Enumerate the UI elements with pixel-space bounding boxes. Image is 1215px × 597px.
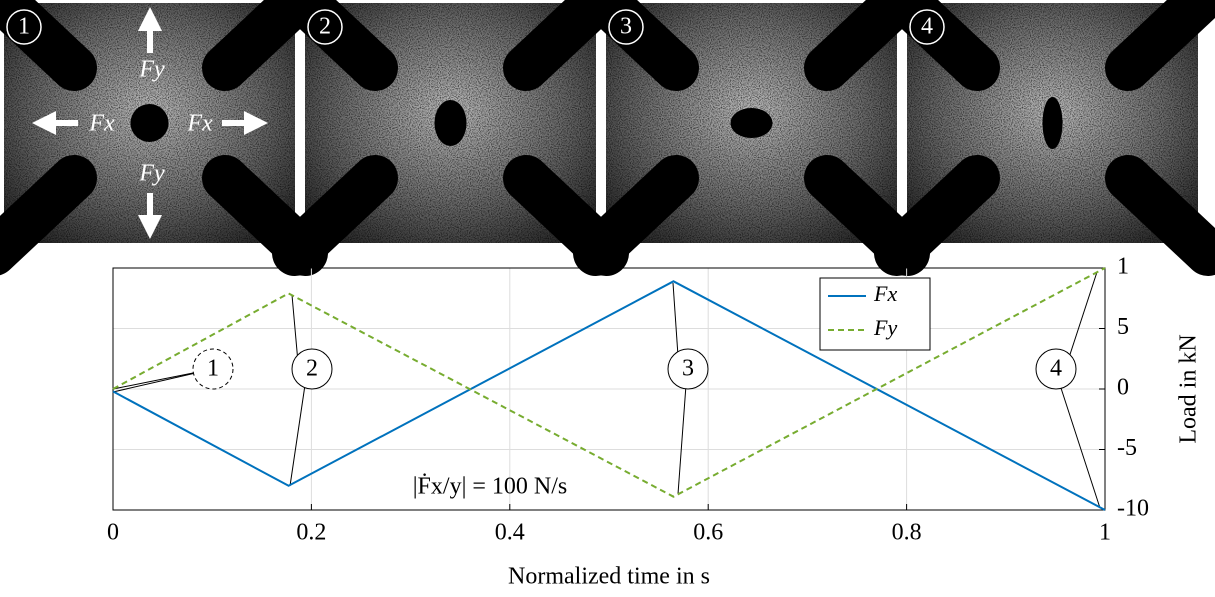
- annotation-label: 3: [682, 356, 694, 382]
- y-axis-label: Load in kN: [1176, 334, 1202, 443]
- slot: [874, 155, 1000, 276]
- hole: [130, 104, 169, 142]
- y-tick-label: 1: [1117, 254, 1129, 280]
- y-tick-label: 0: [1117, 375, 1129, 401]
- panel-number: 3: [620, 14, 632, 40]
- hole: [730, 108, 773, 138]
- annotation-label: 1: [207, 356, 219, 382]
- x-tick-label: 0.6: [693, 520, 723, 546]
- legend-box: [819, 277, 931, 351]
- annotation-leader: [289, 384, 306, 487]
- panel-number-circle: [6, 9, 42, 45]
- force-label: Fx: [186, 111, 213, 137]
- panel-number: 4: [921, 14, 933, 40]
- slot: [1105, 155, 1215, 276]
- slot: [573, 155, 699, 276]
- annotation-circle: [1035, 348, 1077, 390]
- x-tick-label: 0.4: [495, 520, 525, 546]
- annotation-label: 2: [306, 356, 318, 382]
- legend-label: Fx: [873, 281, 897, 306]
- annotation-leader: [677, 384, 687, 495]
- y-tick-label: 5: [1117, 314, 1129, 340]
- slot: [0, 0, 97, 91]
- slot: [0, 155, 97, 276]
- y-tick-label: -5: [1117, 435, 1137, 461]
- force-label: Fx: [88, 111, 115, 137]
- slot: [574, 0, 699, 91]
- x-tick-label: 1: [1099, 520, 1111, 546]
- panel-number-circle: [909, 9, 945, 45]
- slot: [273, 0, 398, 91]
- legend-label: Fy: [873, 315, 897, 340]
- image-panel: 4: [874, 0, 1215, 276]
- rate-label: |Ḟx/y| = 100 N/s: [413, 474, 568, 500]
- y-tick-label: -10: [1117, 496, 1149, 522]
- slot: [272, 155, 398, 276]
- x-axis-label: Normalized time in s: [508, 564, 710, 590]
- annotation-circle: [667, 348, 709, 390]
- force-label: Fy: [138, 161, 165, 187]
- annotation-leader: [1059, 384, 1101, 509]
- image-panel: 3: [573, 0, 930, 276]
- slot: [1105, 0, 1215, 91]
- panel-number-circle: [307, 9, 343, 45]
- force-label: Fy: [138, 57, 165, 83]
- slot: [875, 0, 1000, 91]
- panel-number-circle: [608, 9, 644, 45]
- image-panel: 2: [272, 0, 629, 276]
- x-tick-label: 0.8: [892, 520, 922, 546]
- x-tick-label: 0: [107, 520, 119, 546]
- image-panel: 1 Fy Fx Fx Fy: [0, 0, 328, 276]
- x-tick-label: 0.2: [296, 520, 326, 546]
- panel-number: 2: [319, 14, 331, 40]
- series-line: [112, 280, 1106, 511]
- hole: [434, 100, 467, 146]
- annotation-circle: [291, 348, 333, 390]
- series-line: [112, 267, 1106, 498]
- panel-number: 1: [18, 14, 30, 40]
- annotation-label: 4: [1050, 356, 1062, 382]
- annotation-circle: [192, 348, 234, 390]
- hole: [1042, 97, 1063, 149]
